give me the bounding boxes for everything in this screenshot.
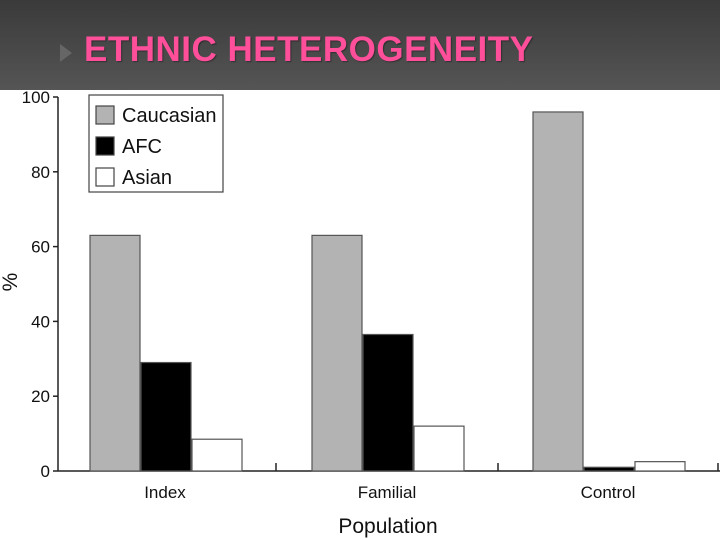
bar-caucasian-control <box>532 111 584 472</box>
legend-label: Caucasian <box>122 105 217 127</box>
legend-swatch <box>95 105 115 125</box>
bar-asian-index <box>191 438 243 472</box>
bar-asian-control <box>634 461 686 472</box>
slide-header: ETHNIC HETEROGENEITY <box>0 0 720 90</box>
legend-label: AFC <box>122 136 162 158</box>
legend-label: Asian <box>122 167 172 189</box>
y-axis: 0 20 40 60 80 100 <box>22 90 59 481</box>
y-tick-label: 0 <box>41 462 50 481</box>
bar-caucasian-index <box>89 234 141 472</box>
y-tick-label: 20 <box>31 387 50 406</box>
x-tick-label: Familial <box>358 483 417 502</box>
bars-group <box>89 111 686 472</box>
y-tick-label: 100 <box>22 90 50 107</box>
y-tick-label: 40 <box>31 312 50 331</box>
bar-caucasian-familial <box>311 234 363 472</box>
bar-afc-familial <box>362 333 414 472</box>
y-tick-label: 80 <box>31 163 50 182</box>
slide-title: ETHNIC HETEROGENEITY <box>84 30 534 69</box>
bar-asian-familial <box>413 425 465 472</box>
bar-chart: 0 20 40 60 80 100 Index Familial Control Caucas… <box>0 90 720 538</box>
y-tick-label: 60 <box>31 238 50 257</box>
x-tick-label: Control <box>581 483 636 502</box>
x-tick-label: Index <box>144 483 186 502</box>
bar-afc-control <box>583 466 635 472</box>
legend-swatch <box>95 167 115 187</box>
x-axis-title: Population <box>338 515 437 538</box>
bar-afc-index <box>140 361 192 472</box>
legend-swatch <box>95 136 115 156</box>
y-axis-title: % <box>0 273 22 292</box>
legend: Caucasian AFC Asian <box>88 94 224 193</box>
bullet-arrow-icon <box>60 44 72 62</box>
